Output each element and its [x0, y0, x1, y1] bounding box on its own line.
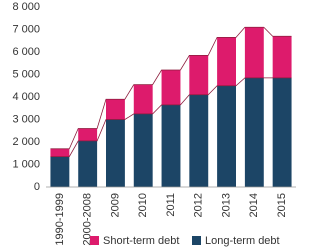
x-tick-label: 2011 — [165, 193, 177, 217]
bar-segment — [133, 113, 153, 187]
bar-segment — [217, 85, 236, 187]
bar-segment — [50, 156, 70, 187]
bar-segment — [272, 77, 292, 187]
y-tick-label: 4 000 — [12, 91, 40, 103]
bar-segment — [106, 119, 125, 187]
y-tick-label: 2 000 — [12, 136, 40, 148]
bar-segment — [50, 148, 70, 157]
bar-segment — [78, 128, 98, 141]
legend-label: Long-term debt — [205, 235, 280, 247]
y-tick-label: 3 000 — [12, 113, 40, 125]
y-tick-label: 0 — [34, 181, 40, 193]
x-tick-label: 2013 — [220, 193, 232, 217]
x-tick-label: 2012 — [193, 193, 205, 217]
y-tick-label: 8 000 — [12, 1, 40, 13]
connector-line — [50, 77, 292, 158]
bar-segment — [244, 27, 264, 78]
legend-swatch — [192, 236, 201, 245]
y-tick-label: 7 000 — [12, 23, 40, 35]
x-tick-label: 2010 — [137, 193, 149, 217]
x-tick-label: 1990-1999 — [54, 193, 66, 246]
legend-swatch — [90, 236, 99, 245]
x-tick-label: 2014 — [248, 193, 260, 217]
bar-segment — [189, 94, 209, 187]
y-tick-label: 1 000 — [12, 158, 40, 170]
bar-segment — [272, 36, 292, 78]
bar-segment — [106, 99, 125, 120]
bar-segment — [189, 55, 209, 95]
bar-segment — [161, 70, 181, 105]
bar-segment — [244, 77, 264, 187]
y-tick-label: 5 000 — [12, 68, 40, 80]
x-tick-label: 2000-2008 — [82, 193, 94, 246]
x-tick-label: 2009 — [109, 193, 121, 217]
chart: 0 1 000 2 000 3 000 4 000 5 000 6 000 7 000 8 00… — [12, 1, 296, 247]
x-tick-label: 2015 — [276, 193, 288, 217]
bar-segment — [161, 104, 181, 187]
bar-segment — [217, 37, 236, 86]
y-tick-label: 6 000 — [12, 46, 40, 58]
bar-segment — [133, 84, 153, 114]
connector-line — [50, 26, 292, 150]
bar-segment — [78, 140, 98, 187]
legend-label: Short-term debt — [103, 235, 179, 247]
